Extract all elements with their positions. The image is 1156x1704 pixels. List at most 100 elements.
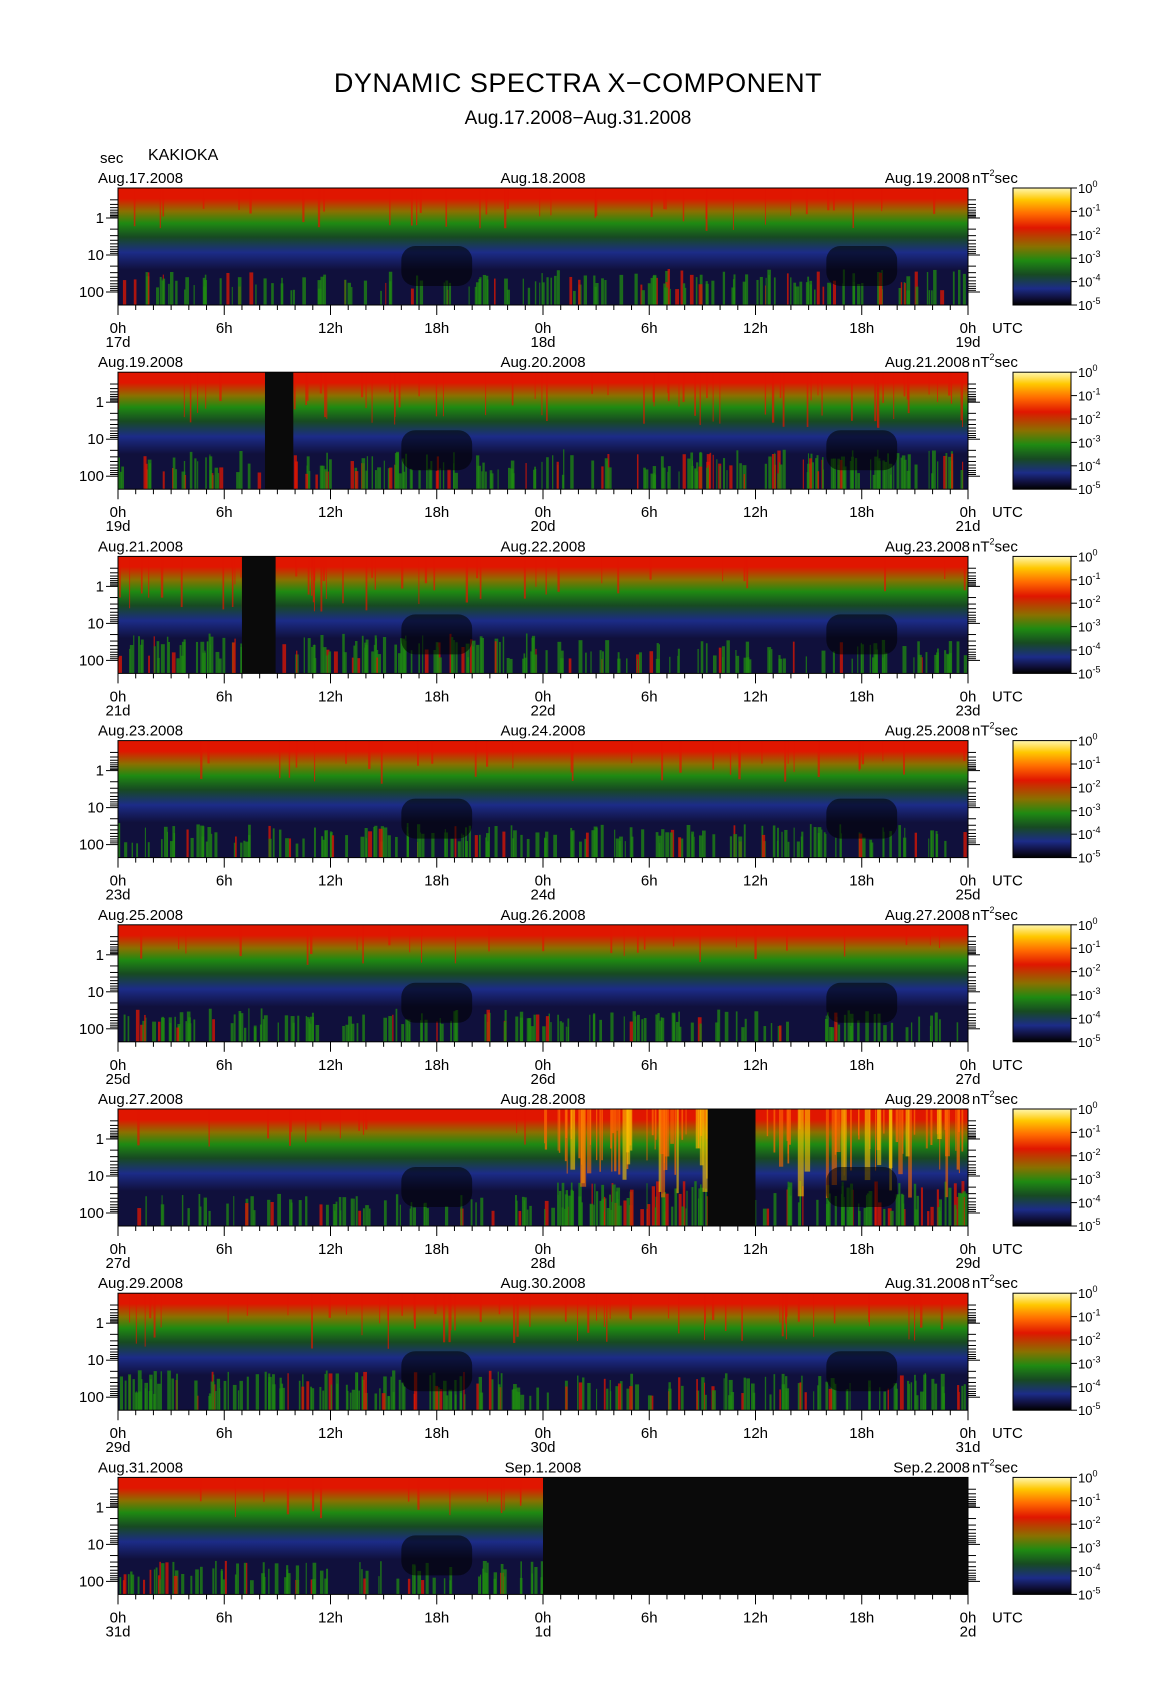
spectrum-storm [968,1109,974,1175]
spectrum-burst [347,1390,349,1411]
spectrum-streak [368,740,371,769]
spectrum-burst [552,455,554,490]
spectrum-burst [137,1208,142,1226]
spectrum-burst [302,277,306,305]
spectrum-burst [649,651,654,674]
spectrum-burst [366,456,369,490]
spectrum-burst [144,1014,146,1042]
day-label: 21d [105,702,130,719]
spectrum-streak [162,188,165,217]
x-tick-label: 12h [743,1241,768,1258]
spectrum-burst [310,1016,315,1042]
spectrum-storm [831,1109,837,1186]
spectrum-burst [889,831,892,858]
spectrum-burst [797,1383,802,1411]
spectrum-burst [904,827,906,858]
spectrum-burst [695,277,698,305]
spectrum-burst [350,1198,354,1226]
spectrum-burst [599,1019,603,1042]
color-bar-fill [1012,187,1072,306]
spectrum-streak [479,188,481,229]
spectrum-storm [825,1109,829,1199]
spectrum-streak [610,924,613,954]
spectrum-streak [239,924,242,957]
spectrum-streak [149,1293,152,1319]
spectrum-burst [450,838,454,858]
spectrum-storm [968,1109,974,1183]
spectrum-burst [768,456,772,490]
spectrum-burst [611,1201,614,1226]
spectrum-burst [359,1562,361,1595]
spectrum-burst [773,277,776,305]
spectrum-burst [350,1023,355,1042]
spectrum-burst [309,1023,312,1042]
spectrum-burst [898,1183,901,1226]
spectrum-burst [455,642,458,674]
spectrum-burst [799,1382,802,1411]
spectrum-burst [305,473,309,490]
spectrum-burst [482,274,487,305]
spectrum-streak [421,924,423,963]
spectrum-burst [243,840,246,858]
spectrum-burst [646,1204,651,1226]
spectrum-streak [694,372,696,416]
spectrum-burst [253,1027,257,1042]
spectrum-burst [322,1390,325,1411]
spectrum-burst [595,827,598,858]
x-tick-label: 6h [216,1425,233,1442]
spectrum-burst [385,282,387,305]
spectrum-burst [857,283,861,305]
spectrum-streak [960,372,963,421]
spectrum-streak [119,556,121,598]
spectrum-burst [779,1025,782,1042]
spectrum-burst [679,1026,682,1042]
spectrum-burst [199,1566,203,1595]
spectrum-burst [546,457,549,490]
spectrum-streak [205,372,207,409]
spectrum-burst [390,1376,393,1411]
spectrum-streak [578,1109,581,1159]
spectrum-burst [706,467,709,490]
spectrum-burst [890,474,892,490]
spectrum-burst [365,639,369,674]
spectrum-burst [541,461,543,490]
spectrum-burst [930,1206,934,1226]
spectrum-streak [485,372,487,416]
x-tick-label: 0h [535,688,552,705]
spectrum-streak [433,556,436,591]
spectrum-burst [405,635,407,674]
spectrum-streak [773,1109,776,1153]
spectrum-burst [459,1376,463,1411]
color-bar-tick-label: 10-2 [1078,410,1100,427]
spectrum-burst [560,658,564,674]
x-tick-label: 6h [641,320,658,337]
spectrum-streak [418,372,420,397]
spectrum-burst [558,1190,562,1226]
spectrum-burst [623,1200,627,1226]
power-unit-label: nT2sec [972,536,1018,555]
spectrum-burst [585,652,587,674]
spectrum-burst [882,827,884,858]
spectrum-burst [832,458,836,490]
spectrum-burst [781,1384,786,1411]
spectrum-streak [963,556,966,591]
spectrum-burst [389,467,393,490]
x-tick-label: 0h [535,1057,552,1074]
spectrum-burst [522,658,525,674]
spectrum-burst [493,1578,496,1595]
spectrum-burst [432,1577,436,1595]
spectrum-streak [180,556,183,608]
spectrum-burst [311,646,314,674]
spectrum-burst [195,1569,199,1595]
spectrum-burst [938,1019,941,1042]
color-bar-tick-label: 100 [1078,547,1097,564]
spectrum-burst [559,1021,562,1042]
x-tick-label: 18h [849,688,874,705]
spectrum-burst [454,1394,457,1411]
spectrum-burst [149,1569,152,1595]
spectrum-burst [156,287,160,305]
spectrum-burst [669,288,671,305]
spectrum-burst [920,1391,925,1411]
spectrum-burst [317,280,322,305]
spectrum-burst [398,473,402,490]
